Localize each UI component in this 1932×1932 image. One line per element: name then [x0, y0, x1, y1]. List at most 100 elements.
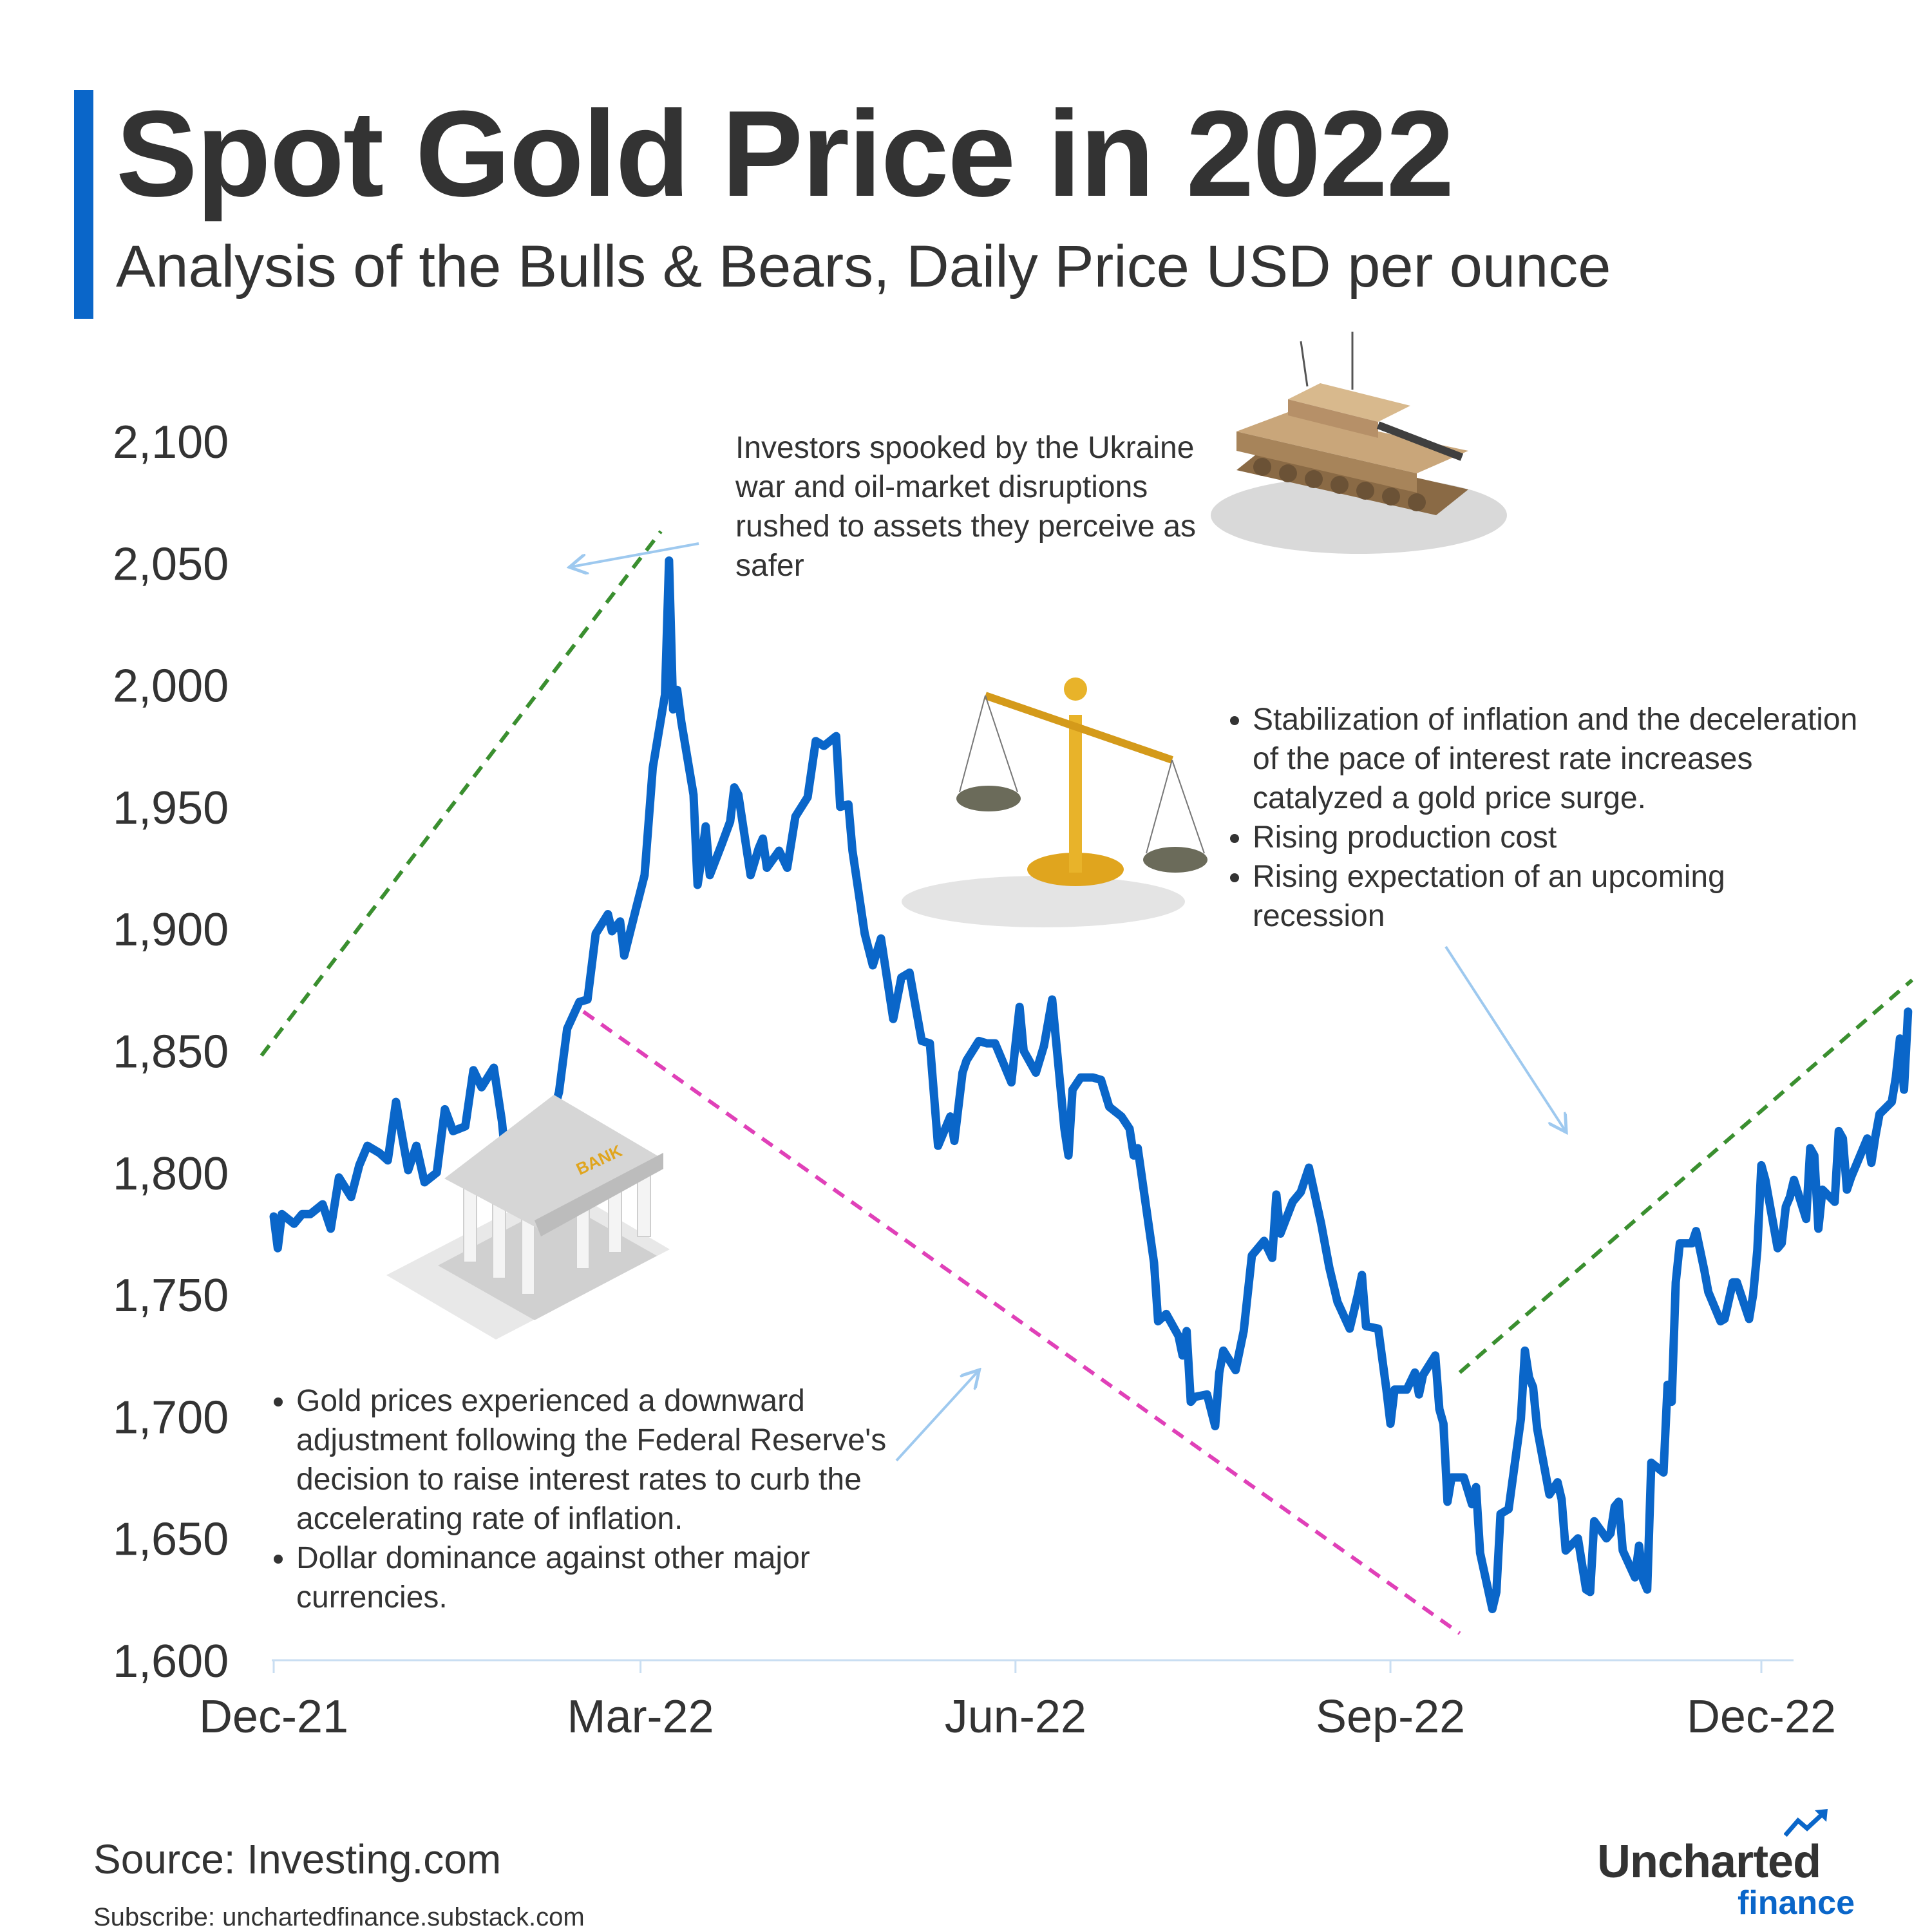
page-subtitle: Analysis of the Bulls & Bears, Daily Pri…	[116, 234, 1611, 299]
price-point	[766, 867, 767, 868]
price-point	[966, 1060, 967, 1061]
price-point	[950, 1116, 951, 1117]
price-point	[1777, 1248, 1778, 1249]
tank-illustration	[1211, 332, 1507, 554]
y-tick-label: 1,700	[113, 1392, 229, 1443]
price-point	[1386, 1389, 1387, 1390]
logo-name: Uncharted	[1597, 1836, 1821, 1888]
price-point	[1822, 1189, 1823, 1190]
price-point	[762, 838, 763, 839]
price-point	[1406, 1389, 1407, 1390]
tank-hull-side	[1236, 431, 1417, 493]
price-point	[1891, 1102, 1892, 1103]
price-point	[705, 826, 706, 827]
price-point	[1618, 1501, 1619, 1502]
annotation-war-text: Investors spooked by the Ukraine war and…	[735, 431, 1197, 583]
x-tick-label: Dec-21	[199, 1691, 348, 1743]
price-point	[1280, 1233, 1281, 1234]
price-point	[1207, 1394, 1208, 1395]
price-point	[848, 804, 849, 805]
price-point	[1879, 1113, 1880, 1114]
scale-illustration	[902, 677, 1208, 927]
uncharted-finance-logo: Uncharted finance	[1597, 1806, 1855, 1922]
trendlines	[260, 530, 1914, 1635]
scale-shadow	[902, 876, 1185, 927]
price-point	[1011, 1082, 1012, 1083]
price-point	[1219, 1372, 1220, 1373]
bank-roof	[444, 1095, 663, 1230]
x-tick-label: Mar-22	[567, 1691, 714, 1743]
scale-beam	[984, 692, 1173, 764]
y-tick-label: 2,100	[113, 417, 229, 468]
scale-pan-right	[1143, 847, 1208, 873]
gold-price-line	[269, 556, 1913, 1613]
price-point	[1610, 1533, 1611, 1534]
annotation-fed: Gold prices experienced a downward adjus…	[270, 1381, 908, 1617]
price-point	[1606, 1538, 1607, 1539]
price-point	[481, 1087, 482, 1088]
price-point	[1846, 1189, 1847, 1190]
subscribe-link[interactable]: Subscribe: unchartedfinance.substack.com	[93, 1903, 585, 1931]
price-point	[395, 1102, 396, 1103]
annotation-surge-item: Rising production cost	[1253, 818, 1858, 857]
price-point	[1590, 1592, 1591, 1593]
price-point	[1781, 1243, 1782, 1244]
price-point	[901, 977, 902, 978]
annotation-surge: Stabilization of inflation and the decel…	[1227, 700, 1858, 936]
price-point	[697, 885, 698, 886]
price-point	[1109, 1106, 1110, 1107]
price-point	[881, 938, 882, 939]
y-tick-label: 1,800	[113, 1148, 229, 1200]
y-tick-label: 1,900	[113, 904, 229, 956]
tank-turret	[1288, 383, 1410, 422]
y-tick-label: 2,000	[113, 661, 229, 712]
annotation-fed-list: Gold prices experienced a downward adjus…	[270, 1381, 908, 1617]
price-point	[1508, 1509, 1509, 1510]
price-point	[1064, 1128, 1065, 1129]
price-point	[995, 1043, 996, 1044]
price-point	[1842, 1138, 1843, 1139]
annotation-surge-item: Stabilization of inflation and the decel…	[1253, 700, 1858, 818]
price-point	[1415, 1372, 1416, 1373]
price-point	[1561, 1499, 1562, 1500]
bank-illustration: BANK	[386, 1095, 670, 1340]
price-point	[1182, 1355, 1183, 1356]
x-tick-label: Jun-22	[945, 1691, 1086, 1743]
scale-stand	[1069, 715, 1082, 873]
price-point	[1390, 1423, 1391, 1424]
page-title: Spot Gold Price in 2022	[116, 86, 1454, 222]
price-point	[587, 999, 588, 1000]
price-point	[1732, 1282, 1733, 1283]
y-tick-label: 1,600	[113, 1636, 229, 1687]
arrow-fed	[895, 1372, 978, 1462]
price-point	[836, 736, 837, 737]
price-point	[579, 1001, 580, 1002]
tank-wheels	[1253, 458, 1426, 511]
annotation-war: Investors spooked by the Ukraine war and…	[735, 428, 1225, 585]
scale-pan-left	[956, 786, 1021, 811]
annotation-fed-item: Dollar dominance against other major cur…	[296, 1539, 908, 1617]
price-point	[624, 955, 625, 956]
price-point	[1671, 1401, 1672, 1402]
y-tick-label: 1,650	[113, 1514, 229, 1566]
bank-pediment	[535, 1153, 663, 1236]
y-tick-label: 1,850	[113, 1027, 229, 1078]
y-tick-label: 1,750	[113, 1270, 229, 1321]
price-point	[929, 1043, 930, 1044]
y-tick-label: 1,950	[113, 782, 229, 834]
price-point	[864, 933, 865, 934]
price-point	[1251, 1255, 1252, 1256]
price-point	[962, 1072, 963, 1073]
price-point	[1818, 1228, 1819, 1229]
annotation-fed-item: Gold prices experienced a downward adjus…	[296, 1381, 908, 1539]
price-point	[1867, 1138, 1868, 1139]
bull-trendline	[1458, 978, 1914, 1374]
price-point	[1068, 1155, 1069, 1156]
scale-string-left-a	[959, 695, 986, 793]
price-point	[1496, 1592, 1497, 1593]
price-point	[1366, 1326, 1367, 1327]
annotation-arrows	[572, 542, 1565, 1462]
price-point	[1023, 1050, 1024, 1051]
source-credit: Source: Investing.com	[93, 1836, 502, 1882]
